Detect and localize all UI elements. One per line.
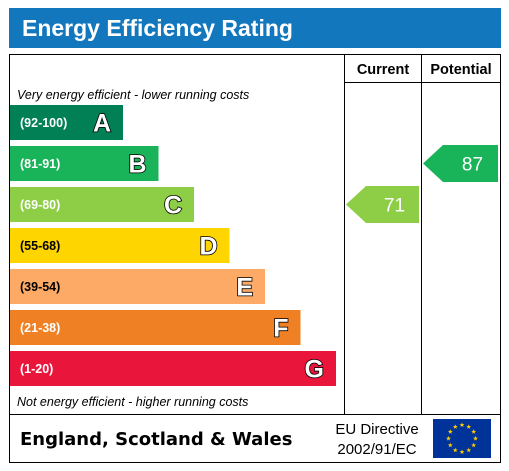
band-a-bar — [10, 105, 123, 140]
eu-directive-line1: EU Directive — [335, 421, 418, 438]
title-bar — [9, 8, 501, 48]
band-d-bar — [10, 228, 230, 263]
band-g-letter: G — [305, 356, 324, 384]
band-e-letter: E — [236, 274, 253, 302]
eu-directive-line2: 2002/91/EC — [337, 441, 416, 458]
band-d-letter: D — [199, 233, 217, 261]
eu-flag-star — [452, 447, 458, 453]
band-a-letter: A — [93, 110, 111, 138]
band-c-letter: C — [164, 192, 182, 220]
band-a-range: (92-100) — [20, 116, 67, 130]
bottom-note: Not energy efficient - higher running co… — [17, 395, 248, 409]
eu-flag-star — [473, 435, 478, 441]
rating-potential-arrow — [423, 145, 498, 182]
rating-potential-value: 87 — [462, 155, 483, 176]
eu-flag-star — [452, 424, 458, 429]
band-b-letter: B — [128, 151, 146, 179]
eu-flag-star — [446, 435, 451, 441]
band-f-range: (21-38) — [20, 321, 60, 335]
eu-flag-star — [459, 422, 465, 428]
eu-flag-star — [466, 447, 472, 453]
band-g-range: (1-20) — [20, 362, 53, 376]
band-group: (92-100) A (81-91) B (69-80) C (55-68) D (39-54)… — [10, 105, 336, 386]
column-header-current: Current — [357, 62, 410, 78]
band-e-range: (39-54) — [20, 280, 60, 294]
band-d-range: (55-68) — [20, 239, 60, 253]
band-c-range: (69-80) — [20, 198, 60, 212]
band-b-bar — [10, 146, 159, 181]
eu-flag-star — [466, 424, 472, 429]
band-f-letter: F — [273, 315, 288, 343]
band-g-bar — [10, 351, 336, 386]
eu-flag-star — [447, 429, 453, 434]
rating-current-value: 71 — [384, 196, 405, 217]
column-header-potential: Potential — [430, 62, 491, 78]
band-c-bar — [10, 187, 194, 222]
eu-flag-icon — [433, 419, 491, 458]
rating-group: 71 87 — [346, 145, 498, 223]
eu-flag-star — [471, 442, 477, 448]
chart-title: Energy Efficiency Rating — [22, 15, 293, 41]
eu-flag-star — [471, 429, 477, 434]
rating-current-arrow — [346, 186, 419, 223]
band-f-bar — [10, 310, 301, 345]
footer-region: England, Scotland & Wales — [20, 429, 292, 450]
eu-flag-star — [459, 449, 465, 455]
top-note: Very energy efficient - lower running co… — [17, 88, 249, 102]
band-e-bar — [10, 269, 265, 304]
eu-flag-star — [447, 442, 453, 448]
footer-frame — [9, 414, 501, 463]
band-b-range: (81-91) — [20, 157, 60, 171]
